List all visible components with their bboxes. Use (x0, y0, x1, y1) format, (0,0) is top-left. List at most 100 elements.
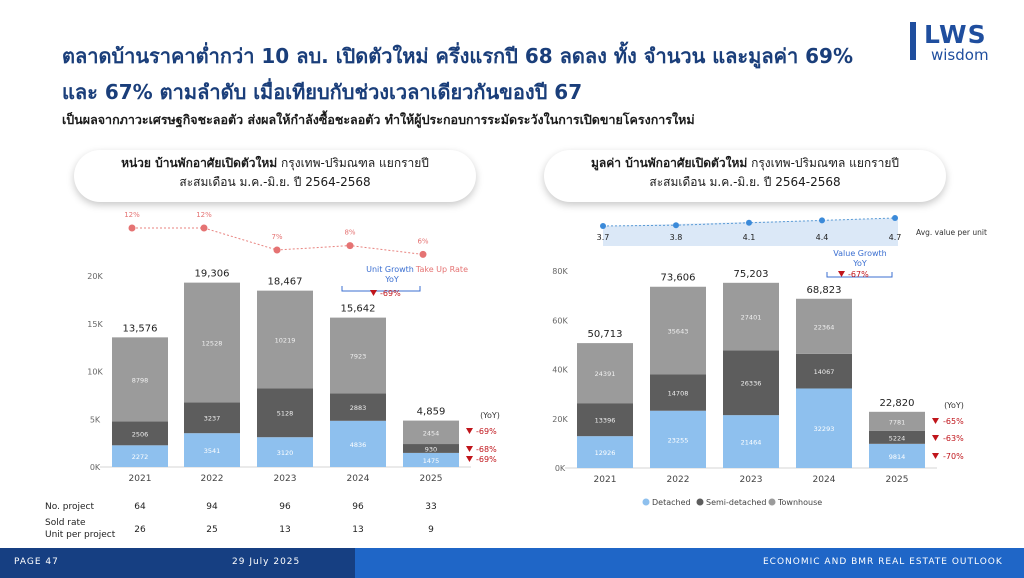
bar-segment-semi-detached (257, 388, 313, 438)
right-chart-title-bold: มูลค่า บ้านพักอาศัยเปิดตัวใหม่ (591, 156, 748, 170)
take-up-rate-point (419, 250, 427, 258)
footer-right (355, 548, 1024, 578)
bar-segment-semi-detached (869, 430, 925, 444)
bar-value-label: 3120 (277, 449, 294, 457)
bar-segment-townhouse (650, 286, 706, 375)
y-tick-label: 40K (552, 366, 568, 375)
bar-segment-townhouse (330, 317, 386, 394)
bar-value-label: 22364 (814, 323, 835, 331)
bar-value-label: 27401 (741, 314, 762, 322)
yoy-down-arrow (932, 435, 939, 441)
bar-total-label: 73,606 (661, 273, 696, 284)
bar-total-label: 22,820 (880, 398, 915, 409)
bar-segment-townhouse (257, 290, 313, 389)
avg-value-point (819, 217, 825, 224)
bar-value-label: 13396 (595, 417, 616, 425)
table-project-count: 96 (352, 502, 364, 512)
y-tick-label: 80K (552, 267, 568, 276)
avg-value-point (673, 222, 679, 229)
x-tick-label: 2022 (667, 475, 690, 485)
avg-value-line (602, 217, 896, 227)
bar-segment-semi-detached (184, 402, 240, 434)
bar-segment-detached (796, 388, 852, 468)
charts-canvas: 0K 5K 10K 15K 20K 2272 2506 8798 13,576 2021 3541 3… (45, 211, 987, 540)
bar-value-label: 10219 (275, 336, 296, 344)
bar-segment-detached (330, 420, 386, 467)
value-growth-down-arrow (838, 271, 845, 277)
bar-segment-detached (869, 443, 925, 468)
yoy-down-arrow (466, 456, 473, 462)
bar-segment-townhouse (184, 282, 240, 403)
y-tick-label: 60K (552, 316, 568, 325)
take-up-rate-point (128, 224, 136, 232)
value-growth-bracket (826, 272, 893, 278)
bar-value-label: 5128 (277, 410, 294, 418)
footer-report-title: ECONOMIC AND BMR REAL ESTATE OUTLOOK (763, 557, 1003, 567)
bar-segment-detached (112, 445, 168, 467)
bar-segment-semi-detached (650, 374, 706, 411)
legend-marker-detached (642, 498, 650, 506)
yoy-value: -69% (476, 455, 497, 464)
bar-total-label: 15,642 (341, 304, 376, 315)
bar-total-label: 50,713 (588, 329, 623, 340)
footer-bar: PAGE 47 29 July 2025 ECONOMIC AND BMR RE… (0, 548, 1024, 578)
bar-value-label: 26336 (741, 380, 762, 388)
left-chart-title-line2: สะสมเดือน ม.ค.-มิ.ย. ปี 2564-2568 (179, 175, 371, 189)
bar-segment-detached (403, 452, 459, 467)
bar-value-label: 14067 (814, 368, 835, 376)
unit-growth-bracket (341, 286, 421, 292)
yoy-value: -70% (943, 452, 964, 461)
left-chart-title-pill: หน่วย บ้านพักอาศัยเปิดตัวใหม่ กรุงเทพ-ปร… (74, 150, 476, 202)
bar-total-label: 75,203 (734, 269, 769, 280)
legend-label: Semi-detached (706, 498, 766, 507)
bar-segment-semi-detached (577, 403, 633, 437)
bar-value-label: 3541 (204, 447, 221, 455)
lws-logo: LWS wisdom (910, 20, 1010, 66)
footer-date: 29 July 2025 (232, 557, 301, 567)
table-project-count: 96 (279, 502, 291, 512)
avg-value-point (892, 215, 898, 221)
value-growth-yoy-label: YoY (852, 259, 867, 268)
bar-value-label: 4836 (350, 441, 367, 449)
x-tick-label: 2021 (129, 474, 152, 484)
avg-value-label: 4.1 (743, 233, 756, 242)
bar-segment-townhouse (112, 337, 168, 422)
y-tick-label: 15K (87, 320, 103, 329)
bar-value-label: 23255 (668, 436, 689, 444)
bar-total-label: 18,467 (268, 277, 303, 288)
bar-segment-semi-detached (403, 444, 459, 453)
y-tick-label: 10K (87, 368, 103, 377)
yoy-header: (YoY) (944, 401, 964, 410)
legend-label: Detached (652, 498, 691, 507)
avg-value-point (746, 219, 752, 226)
avg-value-label: 3.8 (670, 233, 683, 242)
bar-value-label: 12528 (202, 339, 223, 347)
left-chart-title-bold: หน่วย บ้านพักอาศัยเปิดตัวใหม่ (121, 156, 278, 170)
right-chart-title-pill: มูลค่า บ้านพักอาศัยเปิดตัวใหม่ กรุงเทพ-ป… (544, 150, 946, 202)
avg-value-label: 3.7 (597, 233, 610, 242)
avg-value-label: 4.4 (816, 233, 829, 242)
y-tick-label: 20K (87, 272, 103, 281)
bar-value-label: 5224 (889, 434, 906, 442)
unit-growth-down-arrow (370, 290, 377, 296)
take-up-rate-label: 6% (417, 237, 428, 245)
take-up-rate-point (200, 224, 208, 232)
bar-total-label: 4,859 (417, 407, 446, 418)
logo-bar (910, 22, 916, 60)
x-tick-label: 2024 (347, 474, 370, 484)
table-label-sold-rate: Sold rate (45, 518, 86, 528)
legend-marker-townhouse (768, 498, 776, 506)
take-up-rate-label: 12% (196, 211, 212, 219)
table-project-count: 33 (425, 502, 436, 512)
x-tick-label: 2021 (594, 475, 617, 485)
table-project-count: 94 (206, 502, 218, 512)
bar-value-label: 1475 (423, 457, 440, 465)
unit-growth-yoy-label: YoY (384, 275, 399, 284)
bar-segment-townhouse (403, 420, 459, 445)
bar-value-label: 24391 (595, 370, 616, 378)
bar-segment-detached (723, 415, 779, 468)
y-tick-label: 20K (552, 415, 568, 424)
bar-segment-detached (184, 433, 240, 467)
table-sold-rate: 25 (206, 525, 217, 535)
value-growth-value: -67% (848, 270, 869, 279)
